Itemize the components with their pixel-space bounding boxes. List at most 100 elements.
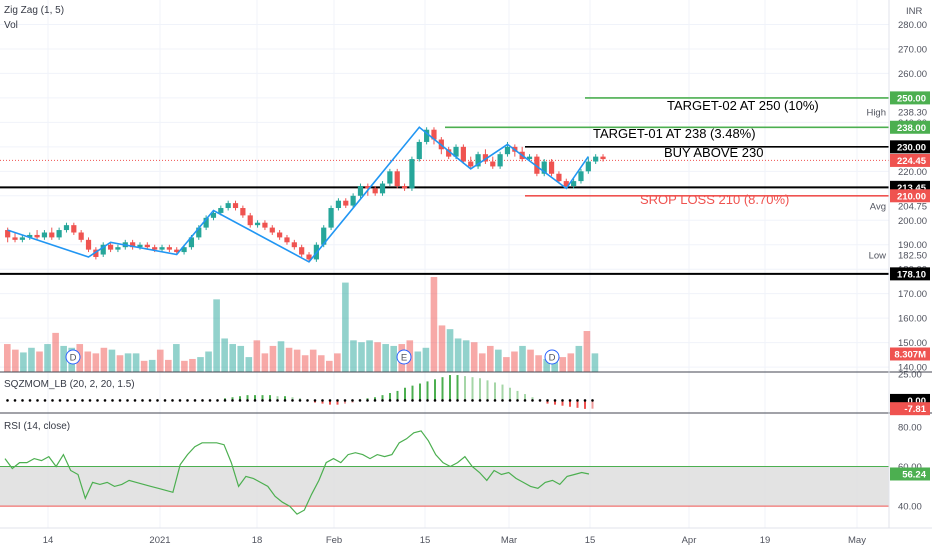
volume-bar bbox=[334, 353, 341, 372]
volume-bar bbox=[503, 357, 510, 372]
candle-body bbox=[548, 161, 555, 174]
sqz-dot bbox=[81, 399, 84, 402]
sqz-dot bbox=[486, 399, 489, 402]
volume-bar bbox=[173, 344, 180, 372]
stop-tag: 210.00 bbox=[897, 191, 926, 202]
sqz-dot bbox=[381, 399, 384, 402]
rsi-line bbox=[4, 430, 590, 515]
candle-body bbox=[210, 212, 217, 218]
candle-body bbox=[225, 203, 231, 209]
sqz-dot bbox=[126, 399, 129, 402]
candle-body bbox=[144, 244, 150, 248]
volume-bar bbox=[189, 358, 196, 372]
candle-body bbox=[563, 181, 569, 186]
price-tick-label: 160.00 bbox=[898, 314, 927, 325]
sqz-dot bbox=[111, 399, 114, 402]
sqz-dot bbox=[583, 399, 587, 402]
volume-bar bbox=[519, 345, 526, 372]
candle-body bbox=[482, 154, 489, 162]
sqz-dot bbox=[321, 399, 324, 402]
sqz-dot bbox=[306, 399, 309, 402]
volume-bar bbox=[567, 353, 575, 372]
candle-body bbox=[350, 195, 356, 206]
candle-body bbox=[372, 188, 378, 194]
sqz-dot bbox=[561, 399, 564, 402]
volume-bar bbox=[527, 349, 534, 372]
volume-tag: 8.307M bbox=[894, 350, 926, 361]
volume-legend[interactable]: Vol bbox=[4, 20, 18, 31]
time-axis[interactable]: 14 2021 18 Feb 15 Mar 15 Apr 19 May bbox=[43, 535, 867, 546]
sqz-legend[interactable]: SQZMOM_LB (20, 2, 20, 1.5) bbox=[4, 379, 135, 390]
candle-body bbox=[85, 239, 92, 250]
candle-body bbox=[218, 208, 224, 213]
volume-bar bbox=[277, 341, 285, 372]
candle-body bbox=[409, 159, 415, 189]
volume-bar bbox=[132, 353, 140, 372]
volume-bar bbox=[28, 347, 35, 372]
volume-bar bbox=[261, 353, 269, 372]
sqz-tick-label: 25.00 bbox=[898, 370, 922, 381]
sqz-dot bbox=[28, 399, 32, 402]
volume-bar bbox=[148, 359, 156, 372]
volume-bar bbox=[309, 349, 317, 372]
volume-bar bbox=[229, 344, 236, 372]
volume-bar bbox=[108, 349, 116, 372]
rsi-legend[interactable]: RSI (14, close) bbox=[4, 421, 70, 432]
zigzag-line bbox=[7, 126, 589, 263]
candle-body bbox=[232, 203, 239, 209]
stop-annotation: SROP LOSS 210 (8.70%) bbox=[640, 192, 789, 207]
price-tick-label: 220.00 bbox=[898, 167, 927, 178]
candle-body bbox=[357, 186, 364, 196]
candle-body bbox=[152, 247, 158, 250]
sqz-dot bbox=[411, 399, 414, 402]
candle-body bbox=[93, 249, 99, 257]
sqz-dot bbox=[531, 399, 534, 402]
sqz-dot bbox=[66, 399, 69, 402]
candle-body bbox=[379, 183, 386, 194]
candle-body bbox=[34, 234, 40, 238]
sqz-dot bbox=[448, 399, 452, 402]
candle-body bbox=[424, 129, 430, 142]
current-price-tag: 224.45 bbox=[897, 156, 927, 167]
candle-body bbox=[277, 232, 283, 238]
sqz-dot bbox=[501, 399, 504, 402]
volume-bar bbox=[390, 345, 397, 372]
volume-bar bbox=[285, 347, 293, 372]
volume-bar bbox=[326, 360, 333, 372]
candle-body bbox=[526, 156, 533, 160]
zigzag-legend[interactable]: Zig Zag (1, 5) bbox=[4, 5, 64, 16]
volume-bar bbox=[470, 342, 478, 372]
sqz-dot bbox=[193, 399, 197, 402]
candle-body bbox=[71, 225, 77, 233]
time-tick-label: Mar bbox=[501, 535, 517, 546]
event-marker bbox=[396, 349, 412, 365]
candle-body bbox=[365, 186, 371, 189]
volume-bar bbox=[358, 342, 365, 372]
volume-bar bbox=[92, 353, 100, 372]
sqz-dot bbox=[216, 399, 219, 402]
sqz-dot bbox=[133, 399, 137, 402]
volume-bar bbox=[511, 351, 518, 372]
volume-bar bbox=[591, 353, 599, 372]
sqz-dot bbox=[246, 399, 249, 402]
time-tick-label: 15 bbox=[585, 535, 596, 546]
volume-bar bbox=[454, 338, 462, 372]
buy-tag-bg bbox=[890, 140, 930, 154]
sqz-dot bbox=[201, 399, 204, 402]
sqz-dot bbox=[568, 399, 572, 402]
candle-body bbox=[335, 200, 342, 209]
sqz-dot bbox=[433, 399, 437, 402]
volume-bar bbox=[237, 345, 245, 372]
target2-tag-bg bbox=[890, 91, 930, 105]
sqz-dot bbox=[13, 399, 17, 402]
candle-body bbox=[328, 208, 334, 228]
volume-bar bbox=[535, 355, 542, 372]
sqz-dot bbox=[88, 399, 92, 402]
volume-bar bbox=[414, 351, 422, 372]
candle-body bbox=[585, 161, 591, 172]
candle-body bbox=[534, 156, 540, 174]
candle-body bbox=[254, 222, 261, 226]
price-tick-label: 270.00 bbox=[898, 44, 927, 55]
